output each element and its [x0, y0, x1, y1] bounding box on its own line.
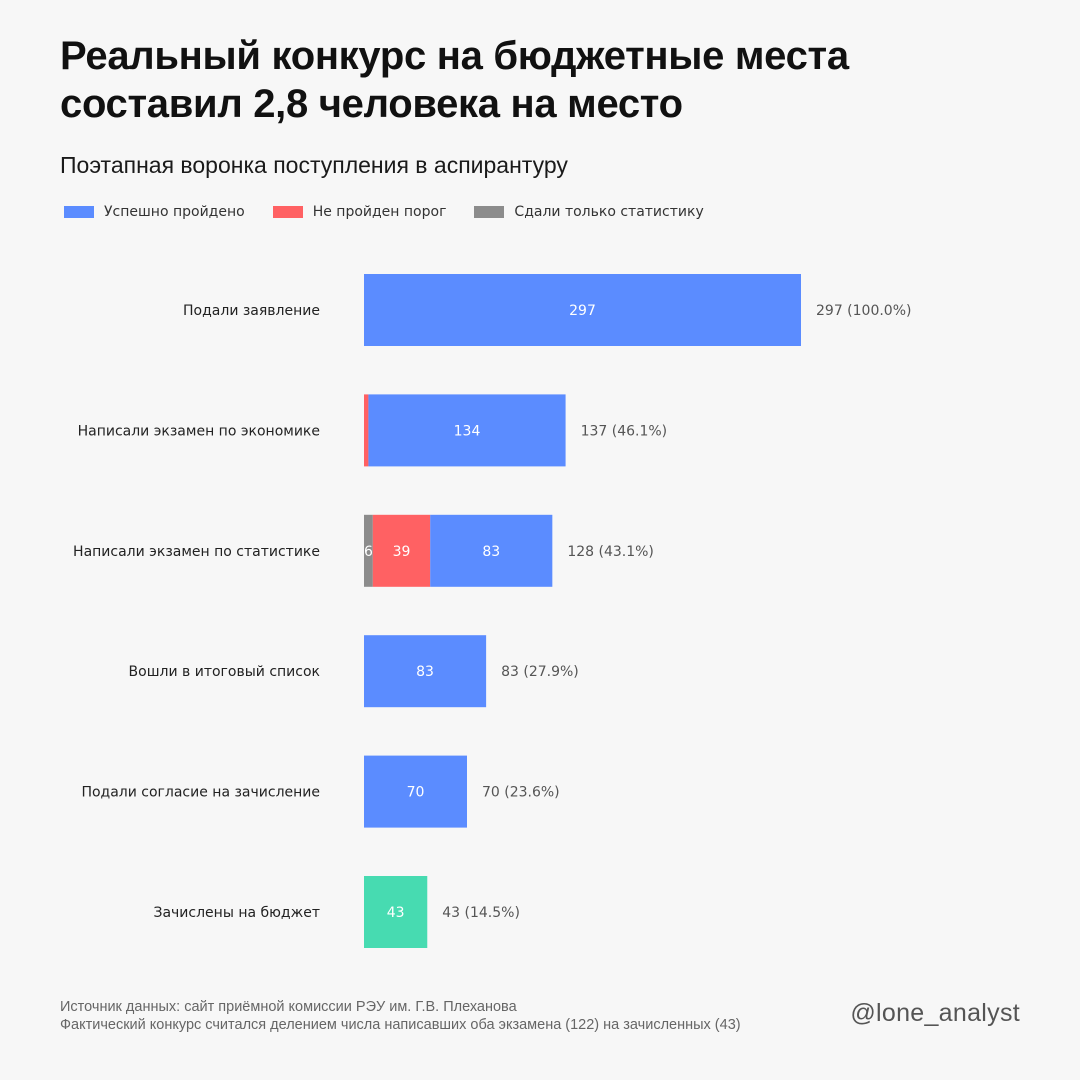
author-handle: @lone_analyst [850, 999, 1020, 1027]
footer-notes: Источник данных: сайт приёмной комиссии … [60, 998, 741, 1034]
bar-value-label: 134 [454, 423, 481, 439]
bar-segment-failed [364, 394, 369, 467]
bar-value-label: 83 [416, 664, 434, 680]
bar-segment-passed [364, 755, 467, 828]
bar-value-label: 43 [387, 905, 405, 921]
bar-value-label: 39 [393, 544, 411, 560]
bar-segment-passed [430, 514, 553, 587]
category-label: Написали экзамен по статистике [73, 544, 320, 560]
bar-total-label: 297 (100.0%) [816, 303, 911, 319]
bar-total-label: 83 (27.9%) [501, 664, 579, 680]
legend-label-stats-only: Сдали только статистику [514, 204, 704, 220]
funnel-chart: Подали заявление 297 297 (100.0%) Написали … [73, 274, 911, 948]
legend-label-passed: Успешно пройдено [104, 204, 245, 220]
legend-swatch-failed [272, 206, 303, 218]
bar-value-label: 297 [569, 303, 596, 319]
legend-item-passed: Успешно пройдено [64, 204, 245, 220]
legend-item-stats-only: Сдали только статистику [474, 204, 704, 220]
legend-swatch-stats-only [474, 206, 505, 218]
bar-segment-passed [364, 876, 428, 948]
category-label: Вошли в итоговый список [129, 664, 320, 680]
bar-segment-stats-only [364, 514, 373, 587]
bar-total-label: 70 (23.6%) [482, 785, 560, 801]
legend-label-failed: Не пройден порог [312, 204, 447, 220]
bar-total-label: 137 (46.1%) [581, 423, 668, 439]
legend: Успешно пройдено Не пройден порог Сдали … [64, 201, 732, 223]
chart-title-line-1: Реальный конкурс на бюджетные места [60, 34, 849, 78]
bar-value-label: 70 [407, 785, 425, 801]
category-label: Написали экзамен по экономике [78, 423, 320, 439]
footer-source: Источник данных: сайт приёмной комиссии … [60, 999, 517, 1015]
bar-segment-passed [364, 274, 801, 346]
bar-segment-passed [364, 635, 487, 708]
bar-value-label: 6 [364, 544, 373, 560]
bar-value-label: 83 [482, 544, 500, 560]
category-label: Подали заявление [183, 303, 320, 319]
legend-item-failed: Не пройден порог [272, 204, 447, 220]
chart-title-line-2: составил 2,8 человека на место [60, 82, 683, 126]
chart-title: Реальный конкурс на бюджетные места сост… [60, 32, 1020, 128]
bar-total-label: 128 (43.1%) [567, 544, 654, 560]
category-label: Зачислены на бюджет [153, 905, 320, 921]
chart-subtitle: Поэтапная воронка поступления в аспирант… [60, 152, 568, 178]
bar-total-label: 43 (14.5%) [442, 905, 520, 921]
bar-segment-passed [368, 394, 566, 467]
category-label: Подали согласие на зачисление [81, 785, 320, 801]
footer-method-note: Фактический конкурс считался делением чи… [60, 1017, 741, 1033]
legend-swatch-passed [64, 206, 94, 218]
bar-segment-failed [372, 514, 431, 587]
